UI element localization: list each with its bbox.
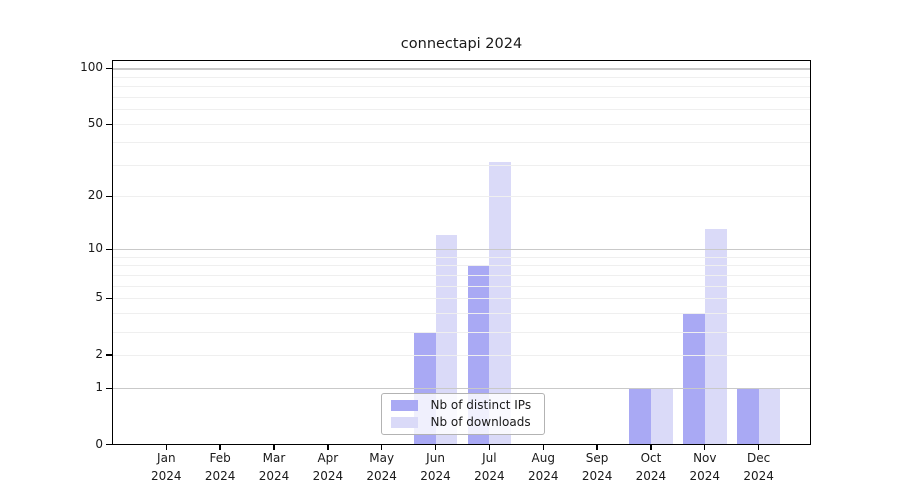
major-gridline-1 — [113, 388, 810, 390]
bar-distinct-ips-dec-2024 — [736, 388, 759, 445]
x-tick-label-oct: Oct 2024 — [635, 451, 667, 483]
bar-downloads-jul-2024 — [489, 162, 512, 445]
y-tick-mark-1 — [105, 387, 112, 389]
y-tick-mark-5 — [105, 297, 112, 300]
x-tick-label-jan: Jan 2024 — [151, 451, 182, 483]
bar-downloads-oct-2024 — [650, 388, 673, 445]
x-tick-mark-aug — [542, 444, 544, 450]
major-gridline-100 — [113, 68, 810, 70]
y-tick-label-100: 100 — [80, 60, 103, 75]
bar-distinct-ips-nov-2024 — [683, 313, 705, 445]
plot-border — [111, 59, 811, 445]
y-tick-label-2: 2 — [95, 346, 103, 361]
bar-downloads-jun-2024 — [435, 235, 458, 445]
minor-gridline-20 — [113, 196, 810, 198]
minor-gridline-40 — [113, 141, 810, 143]
legend-item-distinct-ips: Nb of distinct IPs — [390, 398, 544, 412]
chart-title: connectapi 2024 — [400, 36, 523, 52]
minor-gridline-4 — [113, 313, 810, 315]
minor-gridline-8 — [113, 265, 810, 267]
minor-gridline-90 — [113, 76, 810, 78]
bar-downloads-nov-2024 — [704, 229, 727, 445]
bar-downloads-dec-2024 — [758, 388, 781, 445]
minor-gridline-2 — [113, 354, 810, 356]
y-tick-mark-0 — [105, 444, 112, 446]
x-tick-mark-feb — [219, 444, 221, 450]
y-tick-mark-50 — [105, 123, 112, 125]
x-tick-label-jun: Jun 2024 — [420, 451, 451, 483]
y-tick-label-0: 0 — [95, 436, 103, 451]
x-tick-label-feb: Feb 2024 — [204, 451, 236, 483]
y-tick-label-10: 10 — [87, 241, 103, 256]
y-tick-mark-10 — [105, 248, 112, 250]
minor-gridline-60 — [113, 109, 810, 111]
x-tick-mark-may — [381, 444, 383, 450]
legend-swatch-downloads — [390, 416, 418, 428]
major-gridline-10 — [113, 249, 810, 251]
bar-distinct-ips-oct-2024 — [629, 388, 651, 445]
minor-gridline-6 — [113, 285, 810, 287]
minor-gridline-3 — [113, 331, 810, 333]
x-tick-mark-sep — [596, 444, 598, 450]
legend-label-distinct-ips: Nb of distinct IPs — [430, 398, 532, 412]
x-tick-label-apr: Apr 2024 — [312, 451, 344, 483]
y-tick-mark-2 — [105, 354, 112, 356]
x-tick-mark-oct — [650, 444, 652, 450]
x-tick-mark-mar — [273, 444, 275, 450]
x-tick-label-mar: Mar 2024 — [258, 451, 290, 483]
y-tick-label-1: 1 — [95, 380, 103, 394]
minor-gridline-7 — [113, 275, 810, 277]
x-tick-label-jul: Jul 2024 — [474, 451, 505, 483]
y-tick-mark-20 — [105, 195, 112, 198]
y-tick-mark-100 — [105, 67, 112, 70]
minor-gridline-50 — [113, 124, 810, 126]
legend-label-downloads: Nb of downloads — [430, 415, 531, 429]
minor-gridline-70 — [113, 97, 810, 99]
y-tick-label-5: 5 — [95, 290, 103, 305]
x-tick-mark-jun — [434, 444, 437, 450]
x-tick-mark-dec — [757, 444, 760, 450]
x-tick-mark-jul — [488, 444, 491, 450]
legend-swatch-distinct-ips — [390, 399, 418, 411]
x-tick-label-sep: Sep 2024 — [581, 451, 613, 483]
minor-gridline-30 — [113, 164, 810, 166]
minor-gridline-80 — [113, 86, 810, 88]
legend: Nb of distinct IPs Nb of downloads — [380, 392, 545, 435]
x-tick-label-aug: Aug 2024 — [527, 451, 559, 483]
x-tick-label-nov: Nov 2024 — [689, 451, 721, 483]
x-tick-label-may: May 2024 — [366, 451, 397, 483]
y-tick-label-50: 50 — [87, 116, 103, 131]
x-tick-label-dec: Dec 2024 — [743, 451, 774, 483]
x-tick-mark-nov — [704, 444, 706, 450]
x-tick-mark-jan — [165, 444, 167, 450]
x-tick-mark-apr — [327, 444, 329, 450]
legend-item-downloads: Nb of downloads — [390, 415, 544, 429]
minor-gridline-5 — [113, 298, 810, 300]
y-tick-label-20: 20 — [87, 188, 103, 203]
minor-gridline-9 — [113, 256, 810, 258]
